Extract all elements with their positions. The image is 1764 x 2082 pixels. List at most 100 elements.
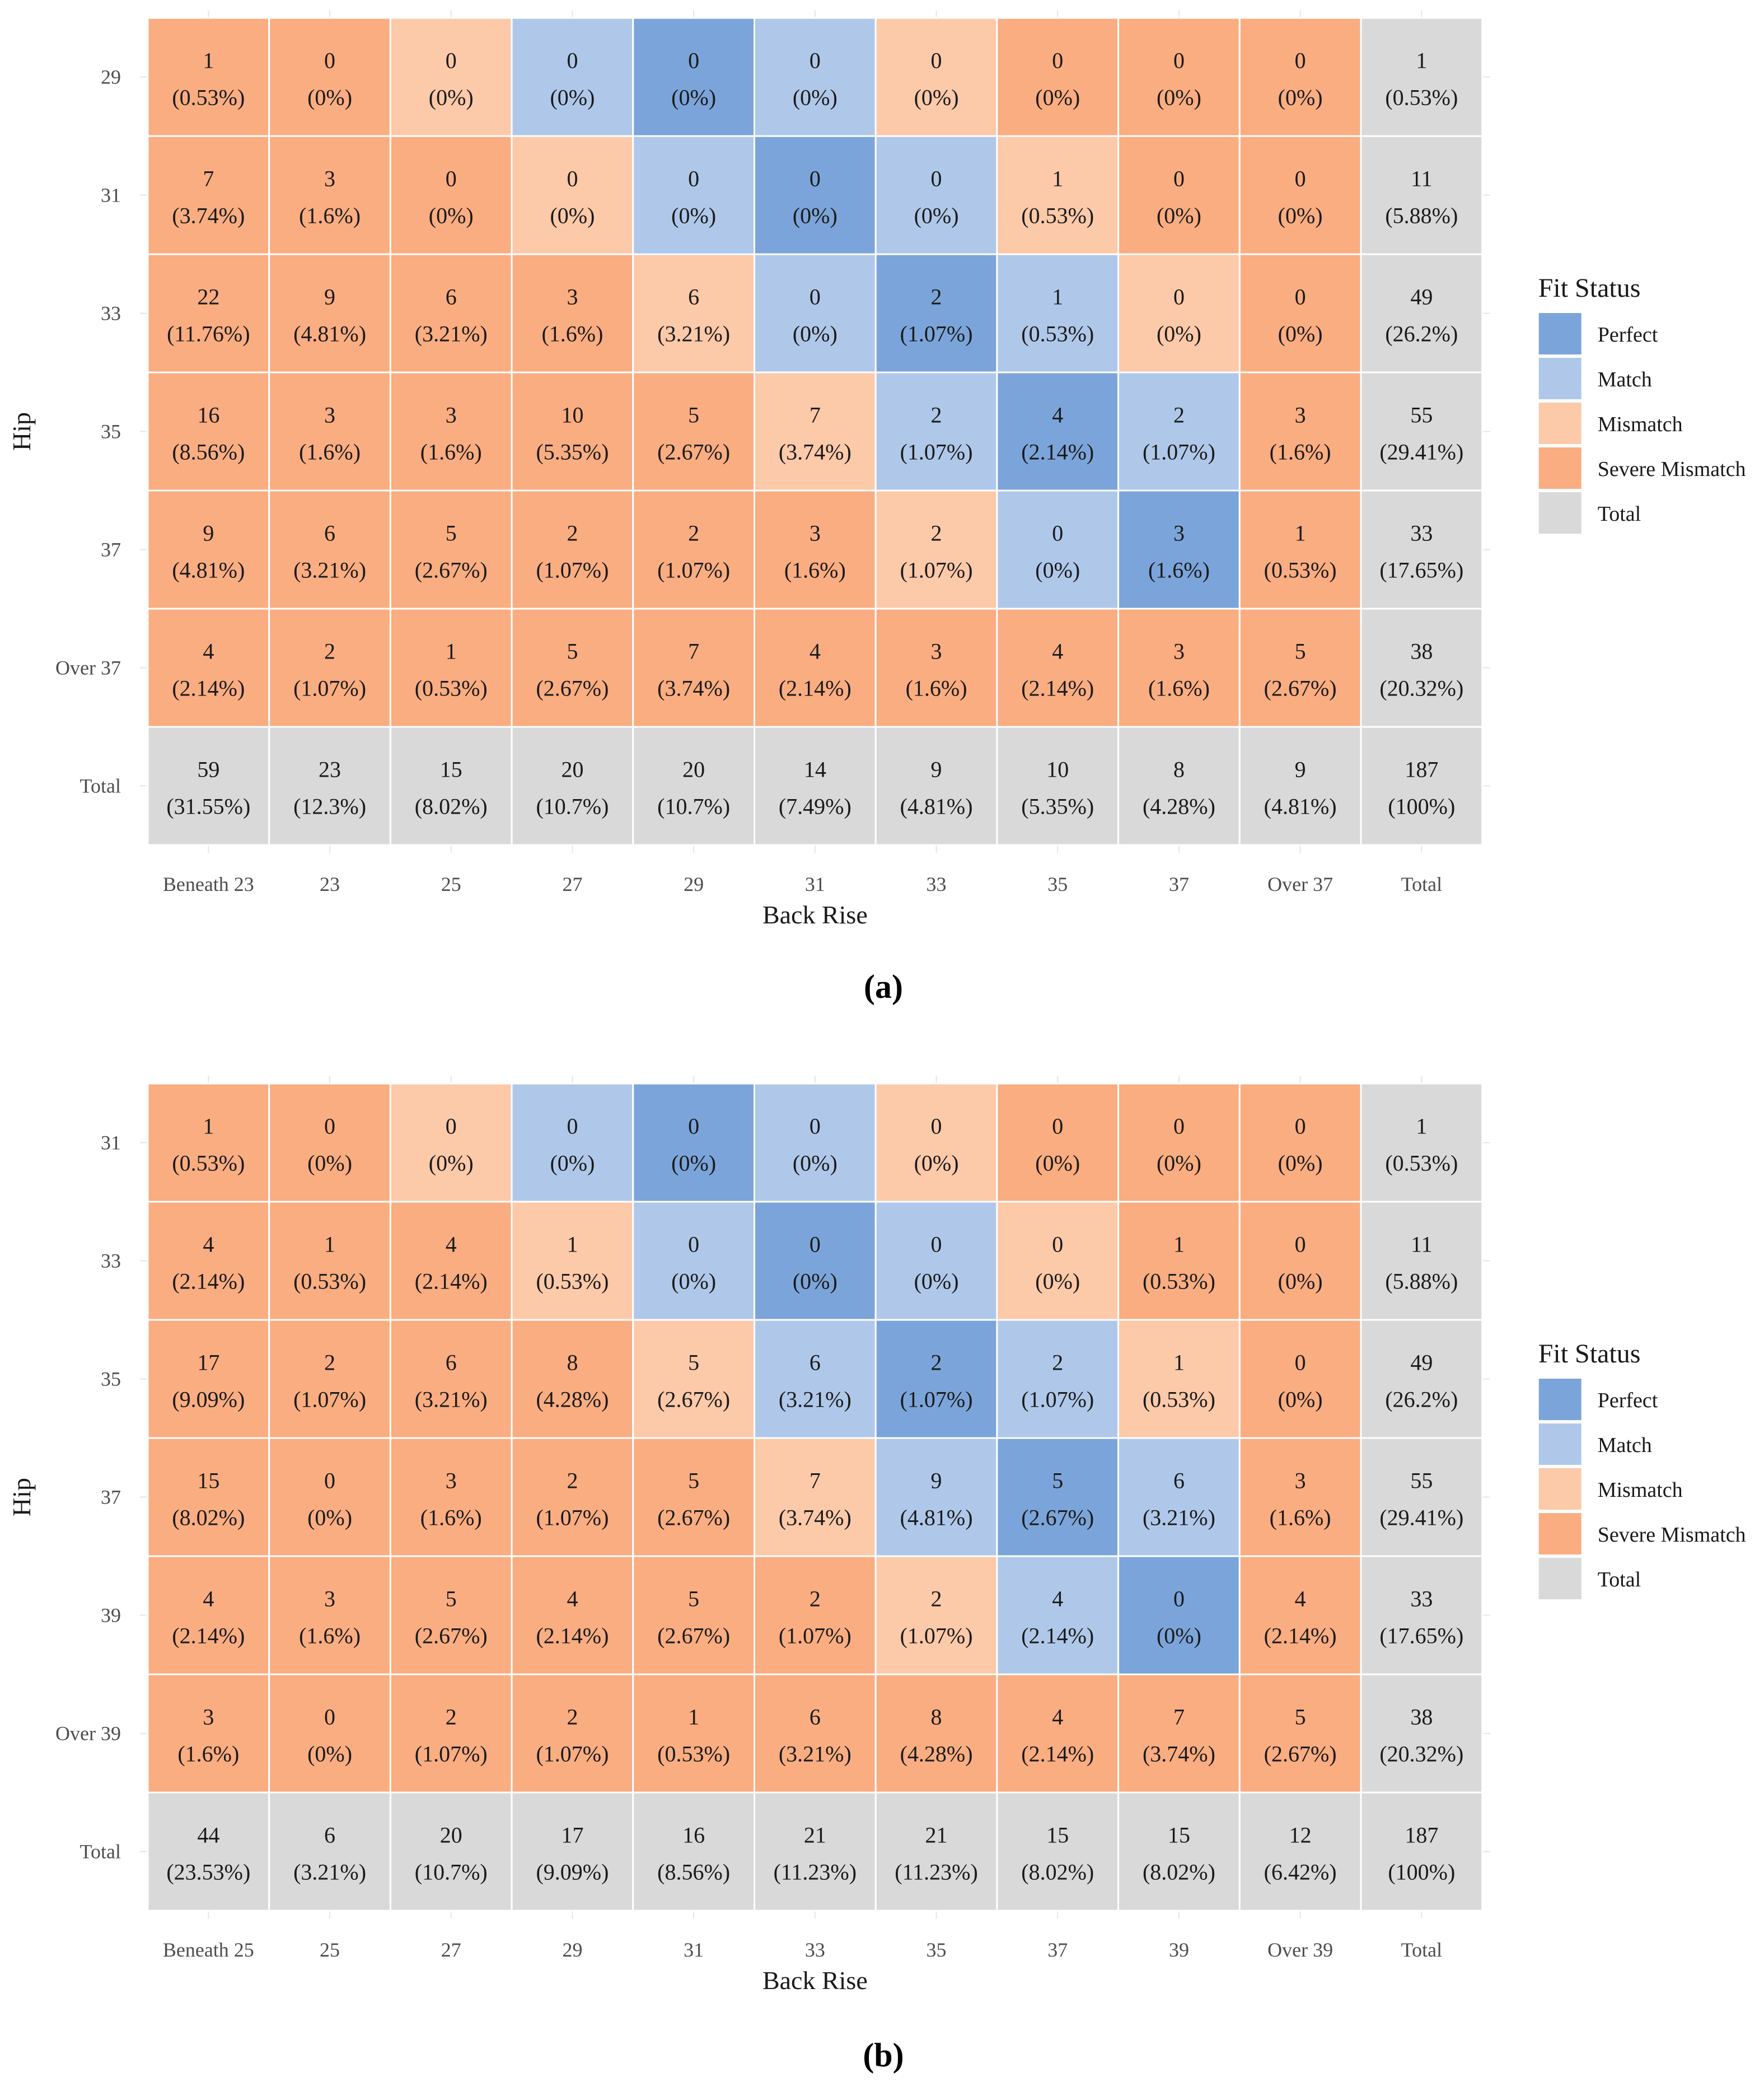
cell-percent-label: (4.81%) bbox=[900, 1505, 973, 1530]
heatmap-cell bbox=[389, 1201, 513, 1321]
cell-count-label: 1 bbox=[1416, 48, 1427, 73]
cell-count-label: 4 bbox=[810, 639, 821, 664]
heatmap-cell bbox=[996, 1673, 1120, 1794]
x-tick-label: 29 bbox=[684, 873, 704, 895]
legend-swatch bbox=[1537, 1467, 1583, 1511]
heatmap-cell bbox=[268, 726, 391, 846]
cell-percent-label: (1.6%) bbox=[1270, 440, 1331, 465]
heatmap-cell bbox=[874, 253, 998, 374]
cell-count-label: 1 bbox=[324, 1232, 335, 1257]
heatmap-cell bbox=[511, 726, 634, 846]
cell-percent-label: (0%) bbox=[914, 1151, 959, 1176]
heatmap-cell bbox=[632, 1673, 756, 1794]
cell-percent-label: (0%) bbox=[1157, 203, 1201, 228]
cell-percent-label: (8.02%) bbox=[1143, 1860, 1215, 1885]
cell-count-label: 11 bbox=[1411, 166, 1433, 192]
cell-percent-label: (0%) bbox=[793, 321, 837, 347]
cell-count-label: 187 bbox=[1405, 1823, 1438, 1848]
cell-percent-label: (8.56%) bbox=[657, 1860, 730, 1885]
cell-count-label: 5 bbox=[688, 1586, 699, 1612]
cell-count-label: 15 bbox=[197, 1468, 219, 1493]
heatmap-cell bbox=[389, 1791, 513, 1912]
cell-percent-label: (100%) bbox=[1388, 1860, 1455, 1885]
cell-count-label: 0 bbox=[1173, 1114, 1185, 1139]
cell-count-label: 20 bbox=[561, 757, 583, 782]
cell-percent-label: (11.76%) bbox=[167, 321, 250, 347]
cell-count-label: 0 bbox=[1295, 166, 1306, 192]
cell-count-label: 9 bbox=[931, 1468, 942, 1493]
y-tick-label: 37 bbox=[101, 539, 121, 561]
cell-percent-label: (0%) bbox=[1035, 558, 1080, 583]
cell-percent-label: (20.32%) bbox=[1379, 1742, 1463, 1767]
cell-percent-label: (0%) bbox=[793, 203, 837, 228]
cell-count-label: 49 bbox=[1410, 1350, 1433, 1375]
cell-percent-label: (8.02%) bbox=[1021, 1860, 1094, 1885]
legend-swatch bbox=[1537, 357, 1583, 400]
heatmap-cell bbox=[511, 1201, 634, 1321]
cell-percent-label: (0%) bbox=[1035, 1269, 1080, 1294]
heatmap-cell bbox=[874, 1791, 998, 1912]
cell-count-label: 4 bbox=[446, 1232, 457, 1257]
heatmap-cell bbox=[1360, 253, 1484, 374]
cell-percent-label: (0%) bbox=[1157, 321, 1201, 347]
cell-count-label: 0 bbox=[810, 48, 821, 73]
cell-count-label: 2 bbox=[567, 1705, 578, 1730]
cell-count-label: 6 bbox=[810, 1705, 821, 1730]
cell-count-label: 21 bbox=[804, 1823, 826, 1848]
cell-percent-label: (0.53%) bbox=[1021, 203, 1094, 228]
heatmap-cell bbox=[632, 253, 756, 374]
cell-count-label: 11 bbox=[1411, 1232, 1433, 1257]
cell-count-label: 1 bbox=[1173, 1350, 1185, 1375]
cell-count-label: 38 bbox=[1410, 1705, 1433, 1730]
cell-percent-label: (4.81%) bbox=[172, 558, 245, 583]
cell-count-label: 4 bbox=[203, 639, 214, 664]
cell-count-label: 5 bbox=[1052, 1468, 1063, 1493]
cell-percent-label: (1.07%) bbox=[536, 558, 609, 583]
cell-count-label: 0 bbox=[324, 1705, 335, 1730]
heatmap-panel-a: 1 (0.53%) 0 (0%) 0 (0%) 0 (0%) 0 (0%) 0 (0%) 0 (0%) 0 (… bbox=[7, 10, 1746, 1005]
cell-percent-label: (2.14%) bbox=[779, 676, 851, 701]
cell-percent-label: (1.07%) bbox=[1021, 1387, 1094, 1412]
heatmap-cell bbox=[754, 135, 877, 255]
heatmap-cell bbox=[389, 253, 513, 374]
cell-percent-label: (8.56%) bbox=[172, 440, 245, 465]
heatmap-cell bbox=[1238, 1319, 1362, 1439]
cell-count-label: 33 bbox=[1410, 1586, 1433, 1612]
x-tick-label: 31 bbox=[805, 873, 825, 895]
cell-count-label: 15 bbox=[440, 757, 462, 782]
heatmap-cell bbox=[1238, 1791, 1362, 1912]
heatmap-cell bbox=[389, 489, 513, 610]
legend-swatch bbox=[1537, 1378, 1583, 1421]
cell-percent-label: (0%) bbox=[671, 203, 716, 228]
legend: Fit Status Perfect Match Mismatch Severe Mis… bbox=[1537, 1339, 1746, 1600]
heatmap-cell bbox=[1360, 1082, 1484, 1203]
heatmap-cell bbox=[754, 1791, 877, 1912]
cell-count-label: 17 bbox=[197, 1350, 219, 1375]
legend-label: Severe Mismatch bbox=[1598, 1523, 1746, 1547]
cell-count-label: 3 bbox=[1295, 1468, 1306, 1493]
cell-percent-label: (1.6%) bbox=[1270, 1505, 1331, 1530]
cell-count-label: 10 bbox=[1046, 757, 1069, 782]
heatmap-cell bbox=[268, 135, 391, 255]
cell-count-label: 0 bbox=[324, 1468, 335, 1493]
heatmap-cell bbox=[754, 1437, 877, 1557]
heatmap-cell bbox=[1117, 608, 1241, 728]
heatmap-cell bbox=[996, 371, 1120, 492]
heatmap-cell bbox=[1360, 1319, 1484, 1439]
cell-count-label: 17 bbox=[561, 1823, 583, 1848]
cell-percent-label: (0%) bbox=[550, 1151, 595, 1176]
cell-percent-label: (1.6%) bbox=[784, 558, 846, 583]
heatmap-cell bbox=[147, 608, 270, 728]
heatmap-cell bbox=[147, 726, 270, 846]
cell-count-label: 0 bbox=[810, 1232, 821, 1257]
cell-percent-label: (4.28%) bbox=[536, 1387, 609, 1412]
heatmap-cell bbox=[874, 17, 998, 137]
cell-percent-label: (3.21%) bbox=[293, 558, 366, 583]
heatmap-cell bbox=[511, 1319, 634, 1439]
cell-percent-label: (12.3%) bbox=[293, 794, 366, 819]
cell-percent-label: (1.07%) bbox=[536, 1742, 609, 1767]
cell-percent-label: (3.74%) bbox=[779, 1505, 851, 1530]
cell-percent-label: (0%) bbox=[1278, 1387, 1323, 1412]
cell-percent-label: (0%) bbox=[671, 85, 716, 110]
cell-count-label: 0 bbox=[1173, 1586, 1185, 1612]
